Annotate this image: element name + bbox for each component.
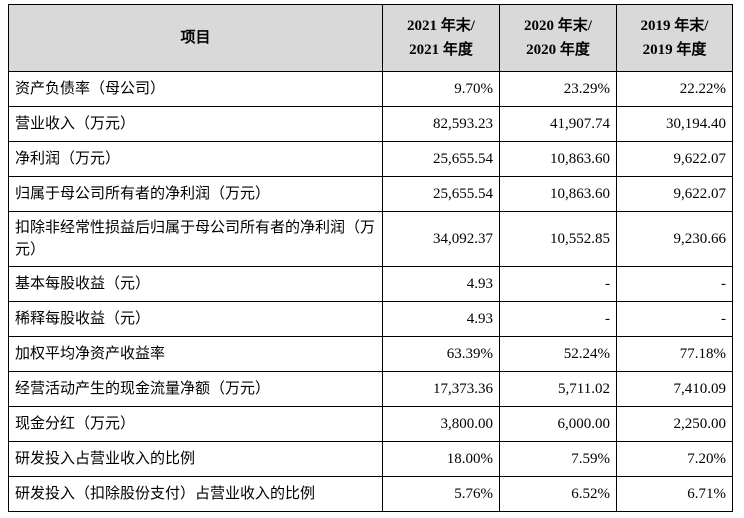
header-2019-line1: 2019 年末/: [640, 18, 709, 34]
header-2019-line2: 2019 年度: [642, 42, 707, 58]
cell-2019: 9,622.07: [616, 176, 733, 212]
table-row: 稀释每股收益（元） 4.93 - -: [8, 301, 733, 337]
header-2020: 2020 年末/ 2020 年度: [499, 4, 617, 72]
cell-2021: 4.93: [382, 266, 500, 302]
row-label: 归属于母公司所有者的净利润（万元）: [8, 176, 383, 212]
row-label: 研发投入占营业收入的比例: [8, 441, 383, 477]
table-row: 研发投入占营业收入的比例 18.00% 7.59% 7.20%: [8, 441, 733, 477]
table-row: 净利润（万元） 25,655.54 10,863.60 9,622.07: [8, 141, 733, 177]
cell-2020: 41,907.74: [499, 106, 617, 142]
row-label: 资产负债率（母公司）: [8, 71, 383, 107]
cell-2021: 34,092.37: [382, 211, 500, 267]
cell-2021: 9.70%: [382, 71, 500, 107]
cell-2020: 6,000.00: [499, 406, 617, 442]
cell-2021: 63.39%: [382, 336, 500, 372]
cell-2021: 4.93: [382, 301, 500, 337]
cell-2019: 22.22%: [616, 71, 733, 107]
cell-2019: 7,410.09: [616, 371, 733, 407]
cell-2019: 6.71%: [616, 476, 733, 512]
table-row: 研发投入（扣除股份支付）占营业收入的比例 5.76% 6.52% 6.71%: [8, 476, 733, 512]
header-2020-line2: 2020 年度: [526, 42, 590, 58]
cell-2019: 30,194.40: [616, 106, 733, 142]
cell-2019: -: [616, 266, 733, 302]
table-row: 营业收入（万元） 82,593.23 41,907.74 30,194.40: [8, 106, 733, 142]
financial-table-container: 项目 2021 年末/ 2021 年度 2020 年末/ 2020 年度 201…: [8, 4, 733, 512]
row-label: 加权平均净资产收益率: [8, 336, 383, 372]
cell-2021: 25,655.54: [382, 176, 500, 212]
cell-2021: 82,593.23: [382, 106, 500, 142]
financial-indicators-table: 项目 2021 年末/ 2021 年度 2020 年末/ 2020 年度 201…: [8, 4, 733, 512]
cell-2019: 2,250.00: [616, 406, 733, 442]
cell-2021: 25,655.54: [382, 141, 500, 177]
cell-2021: 5.76%: [382, 476, 500, 512]
cell-2020: -: [499, 301, 617, 337]
row-label: 经营活动产生的现金流量净额（万元）: [8, 371, 383, 407]
header-2021-line2: 2021 年度: [409, 42, 473, 58]
cell-2020: 10,863.60: [499, 141, 617, 177]
table-row: 基本每股收益（元） 4.93 - -: [8, 266, 733, 302]
header-2021-line1: 2021 年末/: [407, 18, 475, 34]
row-label: 研发投入（扣除股份支付）占营业收入的比例: [8, 476, 383, 512]
cell-2019: 9,622.07: [616, 141, 733, 177]
row-label: 扣除非经常性损益后归属于母公司所有者的净利润（万元）: [8, 211, 383, 267]
cell-2019: -: [616, 301, 733, 337]
cell-2019: 77.18%: [616, 336, 733, 372]
table-row: 经营活动产生的现金流量净额（万元） 17,373.36 5,711.02 7,4…: [8, 371, 733, 407]
table-header-row: 项目 2021 年末/ 2021 年度 2020 年末/ 2020 年度 201…: [8, 4, 733, 72]
row-label: 现金分红（万元）: [8, 406, 383, 442]
cell-2020: 6.52%: [499, 476, 617, 512]
cell-2019: 7.20%: [616, 441, 733, 477]
cell-2020: 10,552.85: [499, 211, 617, 267]
header-2020-line1: 2020 年末/: [524, 18, 592, 34]
cell-2020: -: [499, 266, 617, 302]
row-label: 营业收入（万元）: [8, 106, 383, 142]
cell-2021: 18.00%: [382, 441, 500, 477]
table-row: 加权平均净资产收益率 63.39% 52.24% 77.18%: [8, 336, 733, 372]
header-2019: 2019 年末/ 2019 年度: [616, 4, 733, 72]
table-row: 归属于母公司所有者的净利润（万元） 25,655.54 10,863.60 9,…: [8, 176, 733, 212]
cell-2020: 5,711.02: [499, 371, 617, 407]
row-label: 基本每股收益（元）: [8, 266, 383, 302]
header-2021: 2021 年末/ 2021 年度: [382, 4, 500, 72]
row-label: 稀释每股收益（元）: [8, 301, 383, 337]
table-row: 资产负债率（母公司） 9.70% 23.29% 22.22%: [8, 71, 733, 107]
cell-2019: 9,230.66: [616, 211, 733, 267]
cell-2020: 10,863.60: [499, 176, 617, 212]
header-item: 项目: [8, 4, 383, 72]
cell-2021: 3,800.00: [382, 406, 500, 442]
table-row: 扣除非经常性损益后归属于母公司所有者的净利润（万元） 34,092.37 10,…: [8, 211, 733, 267]
cell-2020: 7.59%: [499, 441, 617, 477]
cell-2021: 17,373.36: [382, 371, 500, 407]
row-label: 净利润（万元）: [8, 141, 383, 177]
cell-2020: 23.29%: [499, 71, 617, 107]
table-row: 现金分红（万元） 3,800.00 6,000.00 2,250.00: [8, 406, 733, 442]
cell-2020: 52.24%: [499, 336, 617, 372]
